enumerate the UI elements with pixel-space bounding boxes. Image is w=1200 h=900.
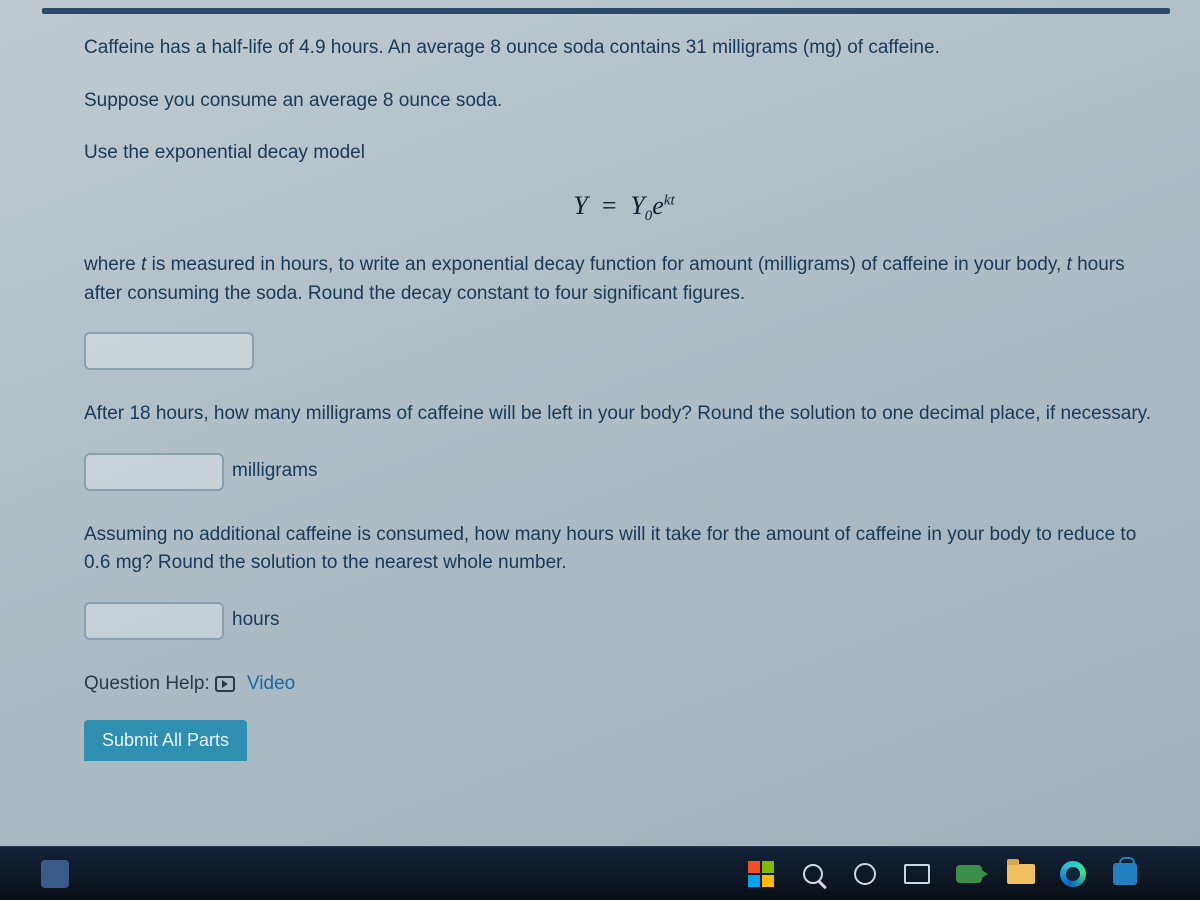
problem-statement-3: Use the exponential decay model — [84, 139, 1164, 168]
cortana-icon — [854, 863, 876, 885]
problem-statement-6: Assuming no additional caffeine is consu… — [84, 521, 1164, 578]
decay-function-input[interactable] — [84, 332, 254, 370]
card-top-border — [42, 8, 1170, 14]
formula-e: e — [652, 191, 664, 220]
answer-row-3: hours — [84, 602, 1164, 640]
task-view-button[interactable] — [902, 859, 932, 889]
video-link[interactable]: Video — [247, 673, 295, 694]
formula-Y: Y — [573, 191, 587, 220]
search-button[interactable] — [798, 859, 828, 889]
problem-statement-2: Suppose you consume an average 8 ounce s… — [84, 87, 1164, 116]
video-icon — [215, 676, 235, 692]
problem-statement-1: Caffeine has a half-life of 4.9 hours. A… — [84, 34, 1164, 63]
question-help-row: Question Help: Video — [84, 670, 1164, 699]
question-screen: Caffeine has a half-life of 4.9 hours. A… — [0, 0, 1200, 900]
task-view-icon — [904, 864, 930, 884]
edge-icon — [1060, 861, 1086, 887]
question-content: Caffeine has a half-life of 4.9 hours. A… — [84, 34, 1164, 761]
problem-statement-4: where t is measured in hours, to write a… — [84, 251, 1164, 308]
formula-equals: = — [600, 191, 618, 220]
search-icon — [803, 864, 823, 884]
unit-milligrams: milligrams — [232, 457, 318, 486]
windows-taskbar — [0, 846, 1200, 900]
answer-row-2: milligrams — [84, 453, 1164, 491]
cortana-button[interactable] — [850, 859, 880, 889]
folder-icon — [1007, 864, 1035, 884]
windows-start-button[interactable] — [746, 859, 776, 889]
store-icon — [1113, 863, 1137, 885]
edge-browser-button[interactable] — [1058, 859, 1088, 889]
submit-all-parts-button[interactable]: Submit All Parts — [84, 720, 247, 761]
microsoft-store-button[interactable] — [1110, 859, 1140, 889]
camera-icon — [956, 865, 982, 883]
formula-Y0-base: Y — [630, 191, 644, 220]
problem-statement-5: After 18 hours, how many milligrams of c… — [84, 400, 1164, 429]
camera-app-button[interactable] — [954, 859, 984, 889]
milligrams-input[interactable] — [84, 453, 224, 491]
app-icon — [41, 860, 69, 888]
file-explorer-button[interactable] — [1006, 859, 1036, 889]
answer-row-1 — [84, 332, 1164, 370]
hours-input[interactable] — [84, 602, 224, 640]
windows-logo-icon — [748, 861, 774, 887]
decay-formula: Y = Y0ekt — [84, 186, 1164, 228]
taskbar-app-icon[interactable] — [40, 859, 70, 889]
unit-hours: hours — [232, 606, 280, 635]
formula-exp: kt — [664, 192, 675, 208]
question-help-label: Question Help: — [84, 673, 210, 694]
